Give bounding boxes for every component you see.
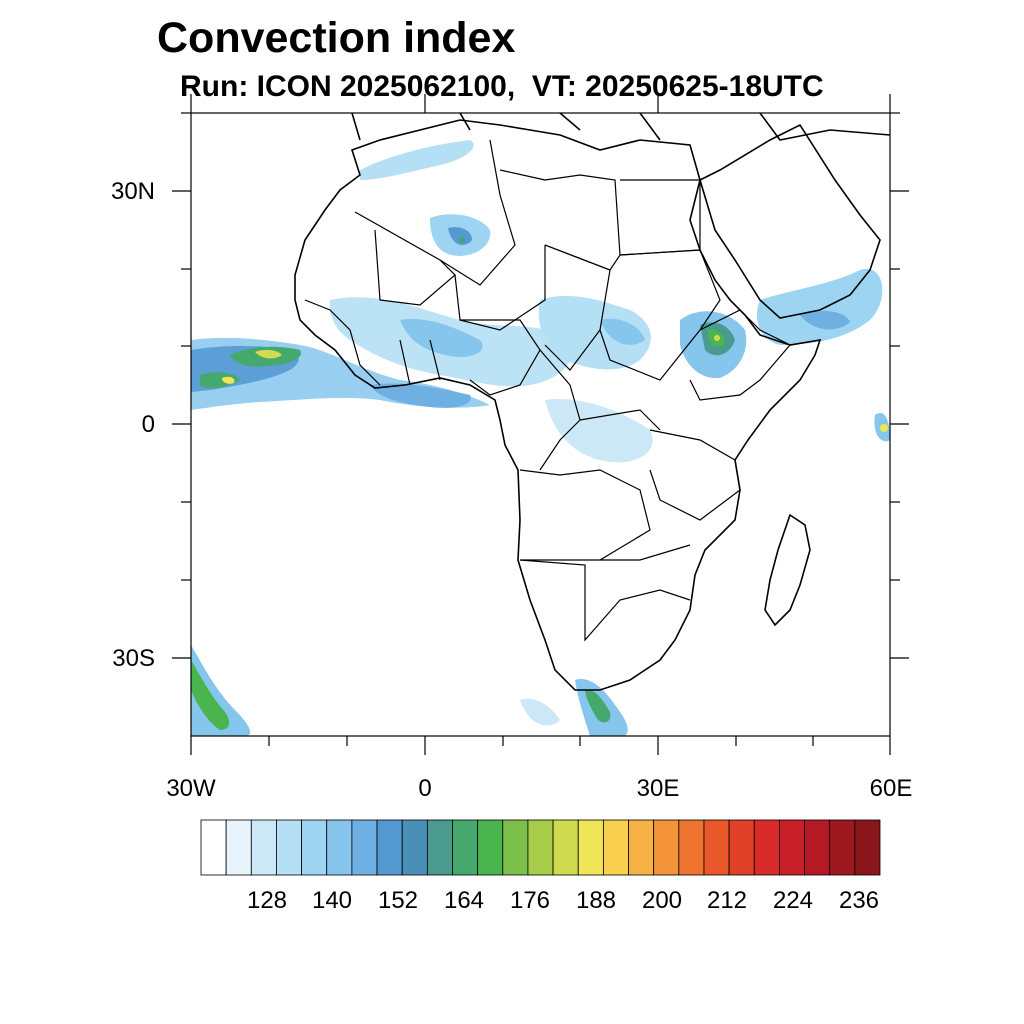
- convection-ethiopia-yellow: [714, 335, 720, 341]
- colorbar-swatch: [804, 819, 831, 876]
- colorbar-swatch: [753, 819, 780, 876]
- colorbar-swatch: [728, 819, 755, 876]
- colorbar-label-128: 128: [246, 887, 288, 914]
- colorbar-swatch: [779, 819, 805, 876]
- convection-gulf-guinea: [370, 383, 471, 408]
- colorbar-label-200: 200: [641, 887, 683, 914]
- colorbar-label-140: 140: [311, 887, 353, 914]
- madagascar-coastline: [764, 513, 811, 627]
- border-east-africa: [649, 429, 741, 521]
- colorbar-swatch: [250, 819, 277, 876]
- convection-sahara-core: [448, 227, 472, 245]
- colorbar: [200, 819, 881, 876]
- colorbar-swatch: [678, 819, 705, 876]
- map-frame: [190, 112, 891, 737]
- colorbar-swatch: [552, 819, 579, 876]
- colorbar-swatch: [301, 819, 328, 876]
- colorbar-swatch: [225, 819, 252, 876]
- colorbar-swatch: [276, 819, 302, 876]
- colorbar-label-236: 236: [838, 887, 880, 914]
- colorbar-label-212: 212: [706, 887, 748, 914]
- convection-itcz-atlantic-green2: [200, 372, 240, 388]
- border-west-coast: [304, 299, 441, 386]
- colorbar-label-164: 164: [443, 887, 485, 914]
- arabia-coastline: [699, 123, 881, 319]
- convection-sahara-dot: [459, 237, 465, 243]
- convection-cape-patch: [520, 698, 560, 726]
- colorbar-swatch: [477, 819, 504, 876]
- lat-label-30s: 30S: [112, 645, 155, 672]
- colorbar-swatch: [351, 819, 378, 876]
- border-libya: [499, 169, 621, 271]
- colorbar-label-224: 224: [772, 887, 814, 914]
- border-central: [539, 349, 661, 471]
- africa-coastline: [294, 119, 822, 691]
- colorbar-swatch: [577, 819, 604, 876]
- border-niger: [454, 245, 546, 331]
- colorbar-label-152: 152: [377, 887, 419, 914]
- border-southern-africa: [519, 544, 691, 642]
- border-mali: [374, 229, 456, 306]
- axis-ticks: [172, 94, 909, 755]
- convection-arabia-core: [800, 310, 850, 330]
- lon-label-0: 0: [418, 775, 432, 802]
- lon-label-60e: 60E: [869, 775, 913, 802]
- convection-south-africa-core: [585, 689, 611, 723]
- lat-label-30n: 30N: [110, 178, 155, 205]
- lat-label-0: 0: [141, 411, 155, 438]
- colorbar-swatch: [426, 819, 453, 876]
- colorbar-swatch: [452, 819, 479, 876]
- convection-south-atlantic-core: [191, 660, 230, 730]
- colorbar-swatch: [376, 819, 403, 876]
- colorbar-label-176: 176: [509, 887, 551, 914]
- convection-field: [191, 140, 890, 736]
- colorbar-swatch: [628, 819, 655, 876]
- convection-itcz-atlantic-yellow2: [222, 376, 235, 384]
- country-borders: [304, 139, 791, 642]
- lon-label-30w: 30W: [166, 775, 216, 802]
- lon-label-30e: 30E: [636, 775, 680, 802]
- colorbar-swatch: [401, 819, 428, 876]
- map-subtitle: Run: ICON 2025062100, VT: 20250625-18UTC: [180, 70, 824, 103]
- convection-sudan-core: [600, 318, 645, 345]
- border-algeria: [354, 139, 516, 286]
- convection-central-africa: [545, 399, 653, 463]
- colorbar-swatch: [854, 819, 881, 876]
- colorbar-swatch: [326, 819, 353, 876]
- colorbar-swatch: [200, 819, 227, 876]
- border-nigeria: [460, 319, 541, 396]
- convection-sudan: [538, 295, 651, 370]
- colorbar-swatch: [527, 819, 554, 876]
- colorbar-swatch: [502, 819, 529, 876]
- coastlines: [294, 113, 890, 691]
- border-drc: [519, 469, 651, 561]
- colorbar-swatch: [829, 819, 856, 876]
- border-egypt: [619, 179, 701, 256]
- colorbar-swatch: [653, 819, 680, 876]
- convection-west-africa-core: [400, 319, 483, 358]
- colorbar-label-188: 188: [575, 887, 617, 914]
- convection-north-coast: [360, 140, 474, 180]
- europe-coastline: [351, 113, 890, 141]
- convection-indian-ocean-core: [880, 424, 888, 432]
- convection-itcz-atlantic-yellow: [255, 349, 282, 359]
- convection-arabia: [756, 268, 883, 345]
- colorbar-swatch: [602, 819, 629, 876]
- map-title: Convection index: [157, 14, 516, 62]
- colorbar-swatch: [703, 819, 730, 876]
- border-ethiopia: [689, 309, 791, 401]
